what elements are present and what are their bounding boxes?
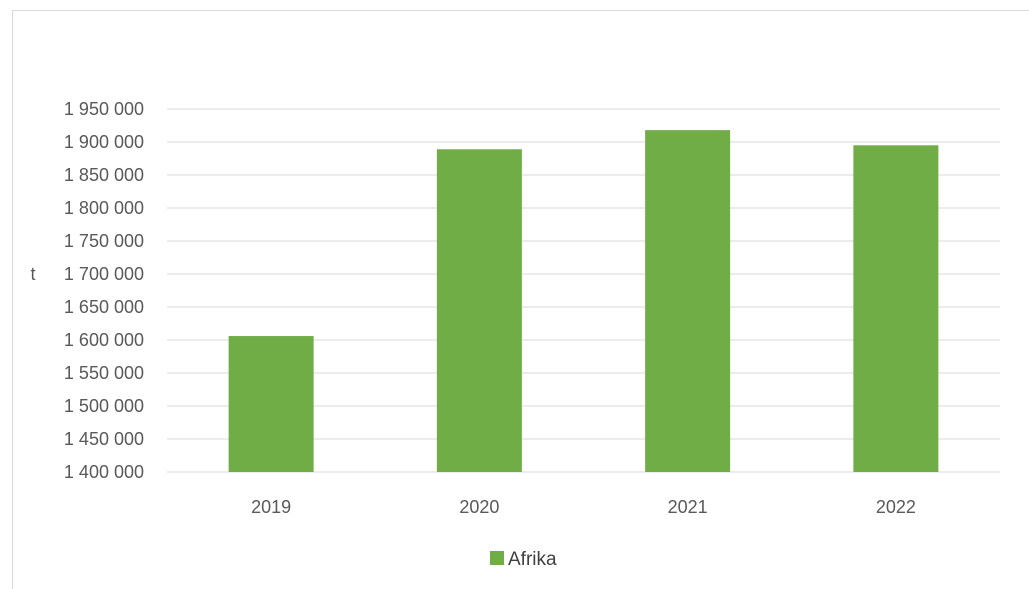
y-tick-label: 1 800 000 bbox=[64, 198, 144, 218]
y-tick-label: 1 400 000 bbox=[64, 462, 144, 482]
bars bbox=[228, 130, 939, 473]
x-tick-label-2021: 2021 bbox=[668, 497, 708, 517]
x-tick-label-2019: 2019 bbox=[251, 497, 291, 517]
chart-frame bbox=[12, 10, 1029, 589]
legend-label-afrika: Afrika bbox=[508, 549, 557, 570]
y-tick-label: 1 650 000 bbox=[64, 297, 144, 317]
bar-2019 bbox=[228, 336, 314, 472]
y-tick-label: 1 700 000 bbox=[64, 264, 144, 284]
legend-swatch-afrika bbox=[490, 551, 504, 565]
y-tick-label: 1 850 000 bbox=[64, 165, 144, 185]
x-tick-label-2022: 2022 bbox=[876, 497, 916, 517]
y-tick-label: 1 500 000 bbox=[64, 396, 144, 416]
y-axis-title: t bbox=[30, 264, 35, 284]
y-tick-label: 1 550 000 bbox=[64, 363, 144, 383]
bar-2022 bbox=[853, 145, 939, 473]
y-tick-label: 1 600 000 bbox=[64, 330, 144, 350]
bar-2021 bbox=[645, 130, 731, 472]
x-tick-label-2020: 2020 bbox=[459, 497, 499, 517]
bar-2020 bbox=[436, 149, 522, 472]
y-tick-label: 1 950 000 bbox=[64, 99, 144, 119]
legend: Afrika bbox=[490, 549, 557, 570]
y-tick-label: 1 900 000 bbox=[64, 132, 144, 152]
x-axis-tick-labels: 2019 2020 2021 2022 bbox=[251, 497, 916, 517]
y-tick-label: 1 450 000 bbox=[64, 429, 144, 449]
y-tick-label: 1 750 000 bbox=[64, 231, 144, 251]
y-axis-tick-labels: 1 400 000 1 450 000 1 500 000 1 550 000 1 60… bbox=[64, 99, 144, 482]
